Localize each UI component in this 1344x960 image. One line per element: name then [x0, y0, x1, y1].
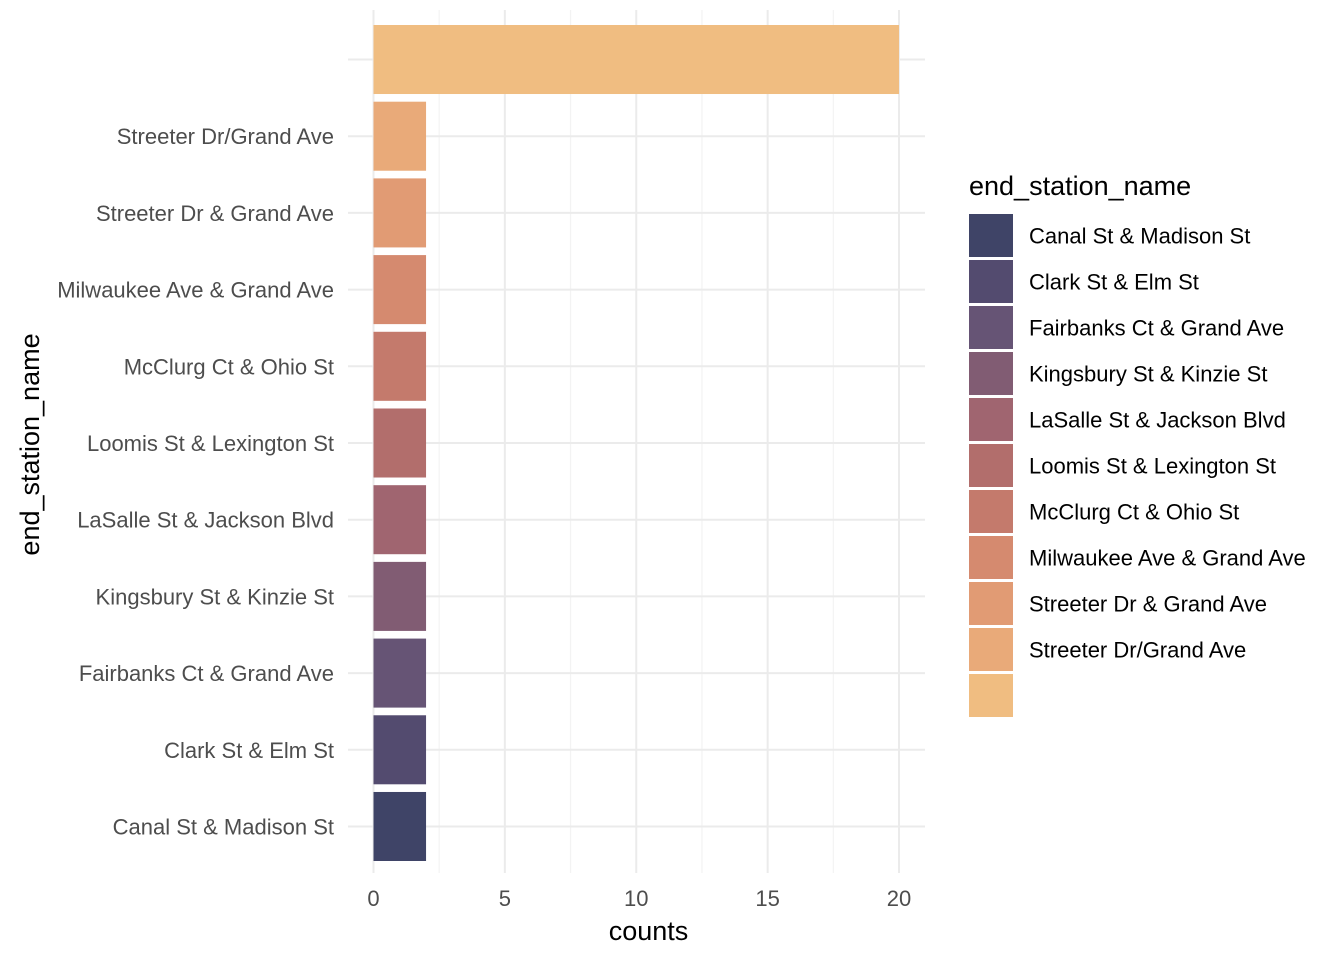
bars	[373, 25, 899, 861]
bar	[373, 638, 427, 708]
legend-label: Streeter Dr/Grand Ave	[1029, 638, 1246, 663]
bar	[373, 561, 427, 631]
x-tick-label: 0	[367, 886, 379, 911]
y-tick-label: Canal St & Madison St	[113, 814, 334, 839]
minor-gridlines	[438, 10, 834, 873]
bar	[373, 178, 427, 248]
legend-label: Clark St & Elm St	[1029, 270, 1199, 295]
legend-key	[969, 444, 1013, 487]
bar	[373, 791, 427, 861]
legend-label: Kingsbury St & Kinzie St	[1029, 362, 1267, 387]
x-tick-label: 10	[624, 886, 648, 911]
y-tick-label: Kingsbury St & Kinzie St	[96, 584, 334, 609]
legend-key	[969, 674, 1013, 717]
x-axis-title: counts	[609, 916, 689, 946]
legend-key	[969, 260, 1013, 303]
legend: end_station_name Canal St & Madison St Cl…	[969, 171, 1306, 717]
y-tick-label: Streeter Dr/Grand Ave	[117, 124, 334, 149]
legend-label: LaSalle St & Jackson Blvd	[1029, 408, 1286, 433]
y-tick-label: Milwaukee Ave & Grand Ave	[57, 278, 334, 303]
legend-key	[969, 398, 1013, 441]
legend-key	[969, 582, 1013, 625]
y-tick-label: Fairbanks Ct & Grand Ave	[79, 661, 334, 686]
legend-label: McClurg Ct & Ohio St	[1029, 500, 1239, 525]
legend-label: Milwaukee Ave & Grand Ave	[1029, 546, 1306, 571]
y-tick-label: Streeter Dr & Grand Ave	[96, 201, 334, 226]
legend-label: Loomis St & Lexington St	[1029, 454, 1276, 479]
x-tick-label: 20	[887, 886, 911, 911]
legend-key	[969, 490, 1013, 533]
x-tick-label: 5	[499, 886, 511, 911]
bar	[373, 331, 427, 401]
legend-label: Fairbanks Ct & Grand Ave	[1029, 316, 1284, 341]
y-tick-label: Loomis St & Lexington St	[87, 431, 334, 456]
y-axis-title: end_station_name	[15, 333, 45, 555]
legend-key	[969, 214, 1013, 257]
legend-label: Canal St & Madison St	[1029, 224, 1250, 249]
y-tick-label: LaSalle St & Jackson Blvd	[77, 508, 334, 533]
bar	[373, 101, 427, 171]
bar	[373, 25, 899, 95]
legend-key	[969, 536, 1013, 579]
bar	[373, 485, 427, 555]
y-tick-label: McClurg Ct & Ohio St	[124, 354, 334, 379]
bar	[373, 715, 427, 785]
bar	[373, 408, 427, 478]
y-axis-tick-labels: Canal St & Madison St Clark St & Elm St Fa…	[57, 124, 334, 839]
legend-key	[969, 306, 1013, 349]
legend-title: end_station_name	[969, 171, 1191, 201]
bar	[373, 255, 427, 325]
major-gridlines	[348, 10, 925, 873]
x-axis-tick-labels: 0 5 10 15 20	[367, 886, 911, 911]
x-tick-label: 15	[755, 886, 779, 911]
legend-key	[969, 628, 1013, 671]
legend-key	[969, 352, 1013, 395]
legend-items: Canal St & Madison St Clark St & Elm St Fa…	[969, 214, 1306, 717]
y-tick-label: Clark St & Elm St	[164, 738, 334, 763]
legend-label: Streeter Dr & Grand Ave	[1029, 592, 1267, 617]
